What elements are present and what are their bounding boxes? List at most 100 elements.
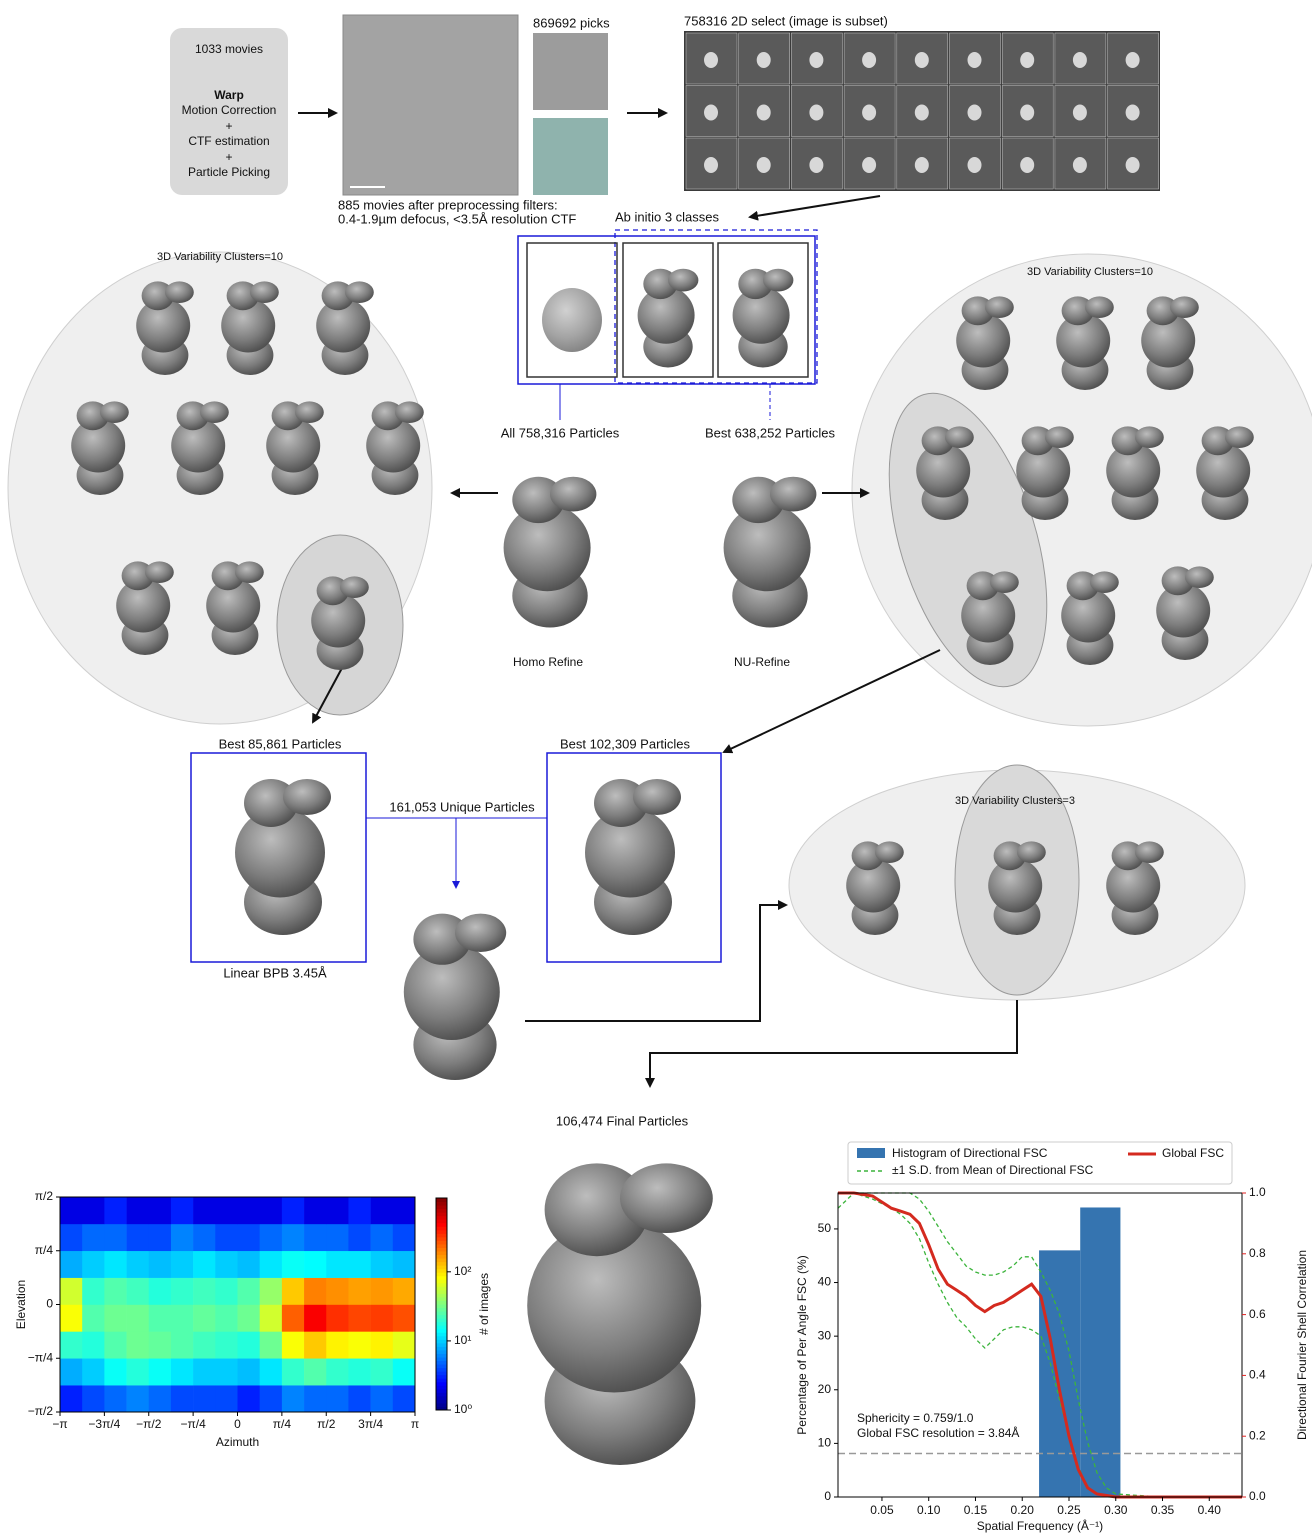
density-map: [71, 401, 129, 495]
label: All 758,316 Particles: [501, 425, 620, 440]
colorbar-step: [436, 1237, 447, 1241]
density-map: [235, 779, 331, 935]
map-part: [145, 561, 174, 583]
heat-cell: [393, 1197, 415, 1224]
heat-cell: [260, 1305, 282, 1332]
density-map: [366, 401, 424, 495]
heat-cell: [193, 1224, 215, 1251]
heat-cell: [171, 1278, 193, 1305]
density-map: [1156, 566, 1214, 660]
heat-cell: [104, 1197, 126, 1224]
heat-cell: [393, 1385, 415, 1412]
heat-cell: [348, 1358, 370, 1385]
map-part: [455, 914, 506, 952]
y2-tick-label: 0.0: [1249, 1489, 1266, 1503]
heat-cell: [282, 1197, 304, 1224]
heat-cell: [326, 1385, 348, 1412]
heat-cell: [238, 1197, 260, 1224]
density-map: [1061, 571, 1119, 665]
class-particle: [862, 157, 876, 173]
heat-cell: [193, 1358, 215, 1385]
heat-cell: [282, 1305, 304, 1332]
class-particle: [915, 52, 929, 68]
heat-cell: [193, 1197, 215, 1224]
colorbar-step: [436, 1343, 447, 1347]
colorbar-step: [436, 1202, 447, 1206]
heat-cell: [238, 1358, 260, 1385]
heat-cell: [371, 1278, 393, 1305]
heat-cell: [149, 1358, 171, 1385]
map-part: [283, 779, 331, 815]
density-map: [136, 281, 194, 375]
label: Best 102,309 Particles: [560, 736, 691, 751]
class-particle: [1126, 52, 1140, 68]
colorbar-step: [436, 1283, 447, 1287]
y-tick-label: 40: [818, 1275, 832, 1289]
heat-cell: [127, 1331, 149, 1358]
class-averages: [684, 31, 1160, 191]
density-map: [527, 1163, 713, 1465]
map-part: [100, 401, 129, 423]
heat-cell: [149, 1251, 171, 1278]
y2-tick-label: 0.8: [1249, 1246, 1266, 1260]
box-text: Warp: [214, 88, 244, 102]
colorbar-step: [436, 1332, 447, 1336]
y2-tick-label: 0.2: [1249, 1428, 1266, 1442]
colorbar-step: [436, 1300, 447, 1304]
colorbar-step: [436, 1233, 447, 1237]
y-tick-label: 0: [824, 1489, 831, 1503]
heat-cell: [260, 1331, 282, 1358]
legend-label: ±1 S.D. from Mean of Directional FSC: [892, 1163, 1094, 1177]
class-particle: [968, 52, 982, 68]
colorbar-step: [436, 1240, 447, 1244]
class-particle: [915, 157, 929, 173]
colorbar-step: [436, 1226, 447, 1230]
y-tick-label: 50: [818, 1221, 832, 1235]
heat-cell: [82, 1305, 104, 1332]
heat-cell: [104, 1305, 126, 1332]
annotation: Sphericity = 0.759/1.0: [857, 1411, 974, 1425]
colorbar-step: [436, 1353, 447, 1357]
y-axis-label: Elevation: [14, 1280, 28, 1329]
heat-cell: [348, 1385, 370, 1412]
heat-cell: [260, 1197, 282, 1224]
map-part: [295, 401, 324, 423]
heat-cell: [60, 1197, 82, 1224]
colorbar-step: [436, 1315, 447, 1319]
heat-cell: [326, 1331, 348, 1358]
heat-cell: [60, 1305, 82, 1332]
label: Homo Refine: [513, 655, 583, 669]
heat-cell: [393, 1358, 415, 1385]
colorbar-step: [436, 1255, 447, 1259]
heat-cell: [282, 1385, 304, 1412]
x-tick-label: 0.20: [1011, 1503, 1035, 1517]
heat-cell: [104, 1331, 126, 1358]
label: NU-Refine: [734, 655, 790, 669]
heat-cell: [127, 1358, 149, 1385]
y-tick-label: 10: [818, 1436, 832, 1450]
colorbar-step: [436, 1293, 447, 1297]
legend-swatch: [857, 1148, 885, 1158]
colorbar-step: [436, 1216, 447, 1220]
map-part: [340, 576, 369, 598]
histogram-bar: [1039, 1250, 1080, 1497]
class-particle: [757, 157, 771, 173]
colorbar-step: [436, 1265, 447, 1269]
heat-cell: [127, 1251, 149, 1278]
heat-cell: [149, 1305, 171, 1332]
density-map: [1141, 296, 1199, 390]
class-particle: [1020, 52, 1034, 68]
colorbar-step: [436, 1198, 447, 1202]
colorbar-step: [436, 1279, 447, 1283]
density-map: [1106, 426, 1164, 520]
map-part: [985, 296, 1014, 318]
map-part: [395, 401, 424, 423]
heat-cell: [371, 1197, 393, 1224]
heat-cell: [215, 1224, 237, 1251]
heat-cell: [393, 1251, 415, 1278]
heat-cell: [238, 1224, 260, 1251]
x-axis-label: Spatial Frequency (Å⁻¹): [977, 1518, 1103, 1533]
heat-cell: [348, 1331, 370, 1358]
